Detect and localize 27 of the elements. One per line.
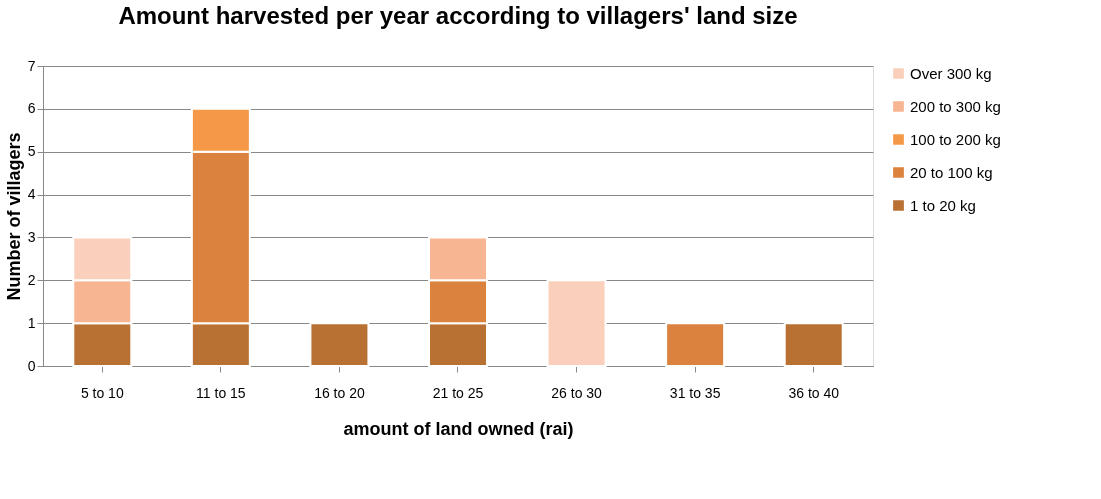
y-tick-label: 7: [27, 57, 36, 74]
x-tick-label: 26 to 30: [551, 384, 603, 401]
legend-label: 1 to 20 kg: [910, 196, 976, 214]
legend-label: 20 to 100 kg: [910, 163, 993, 181]
x-tick-label: 16 to 20: [314, 384, 365, 401]
bar: [783, 322, 844, 367]
legend-label: Over 300 kg: [910, 64, 992, 82]
y-tick-label: 2: [27, 271, 36, 288]
legend-label: 200 to 300 kg: [910, 97, 1001, 115]
x-axis-title: amount of land owned (rai): [343, 418, 574, 439]
y-tick-label: 5: [27, 143, 36, 160]
x-tick-label: 21 to 25: [432, 384, 484, 401]
x-tick-label: 11 to 15: [196, 384, 246, 401]
y-tick-label: 4: [27, 186, 36, 203]
chart-title: Amount harvested per year according to villagers' land size: [118, 2, 798, 29]
bar: [546, 279, 607, 367]
x-tick-label: 31 to 35: [669, 384, 721, 401]
y-tick-label: 0: [27, 357, 36, 374]
legend-label: 100 to 200 kg: [910, 130, 1001, 148]
y-tick-label: 6: [27, 100, 36, 117]
x-tick-label: 5 to 10: [80, 384, 124, 401]
y-axis-title: Number of villagers: [3, 132, 24, 301]
x-tick-label: 36 to 40: [788, 384, 840, 401]
y-tick-label: 1: [27, 314, 36, 331]
y-tick-label: 3: [27, 228, 36, 245]
bar: [309, 322, 370, 367]
bar: [665, 322, 726, 367]
